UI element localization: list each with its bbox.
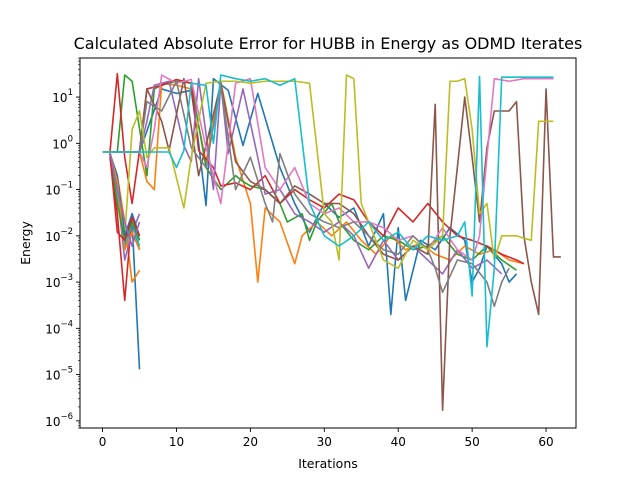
series-line-16 xyxy=(102,74,554,348)
series-line-14 xyxy=(102,80,510,308)
x-tick-label: 50 xyxy=(465,435,480,449)
series-line-11 xyxy=(102,77,503,275)
x-axis-label: Iterations xyxy=(298,456,358,471)
x-tick-label: 20 xyxy=(243,435,258,449)
x-tick-label: 30 xyxy=(317,435,332,449)
chart-title: Calculated Absolute Error for HUBB in En… xyxy=(74,34,583,53)
x-tick-label: 10 xyxy=(169,435,184,449)
series-layer xyxy=(102,72,561,411)
series-line-12 xyxy=(102,77,561,411)
y-axis-label: Energy xyxy=(18,221,33,265)
x-tick-label: 40 xyxy=(391,435,406,449)
series-line-17 xyxy=(109,153,141,237)
series-line-13 xyxy=(102,74,554,261)
series-line-21 xyxy=(109,153,141,247)
x-tick-label: 60 xyxy=(538,435,553,449)
series-line-15 xyxy=(102,74,554,269)
series-line-20 xyxy=(109,153,141,242)
series-line-9 xyxy=(102,74,517,271)
series-line-7 xyxy=(102,77,518,316)
series-line-8 xyxy=(102,80,525,283)
x-tick-label: 0 xyxy=(99,435,107,449)
